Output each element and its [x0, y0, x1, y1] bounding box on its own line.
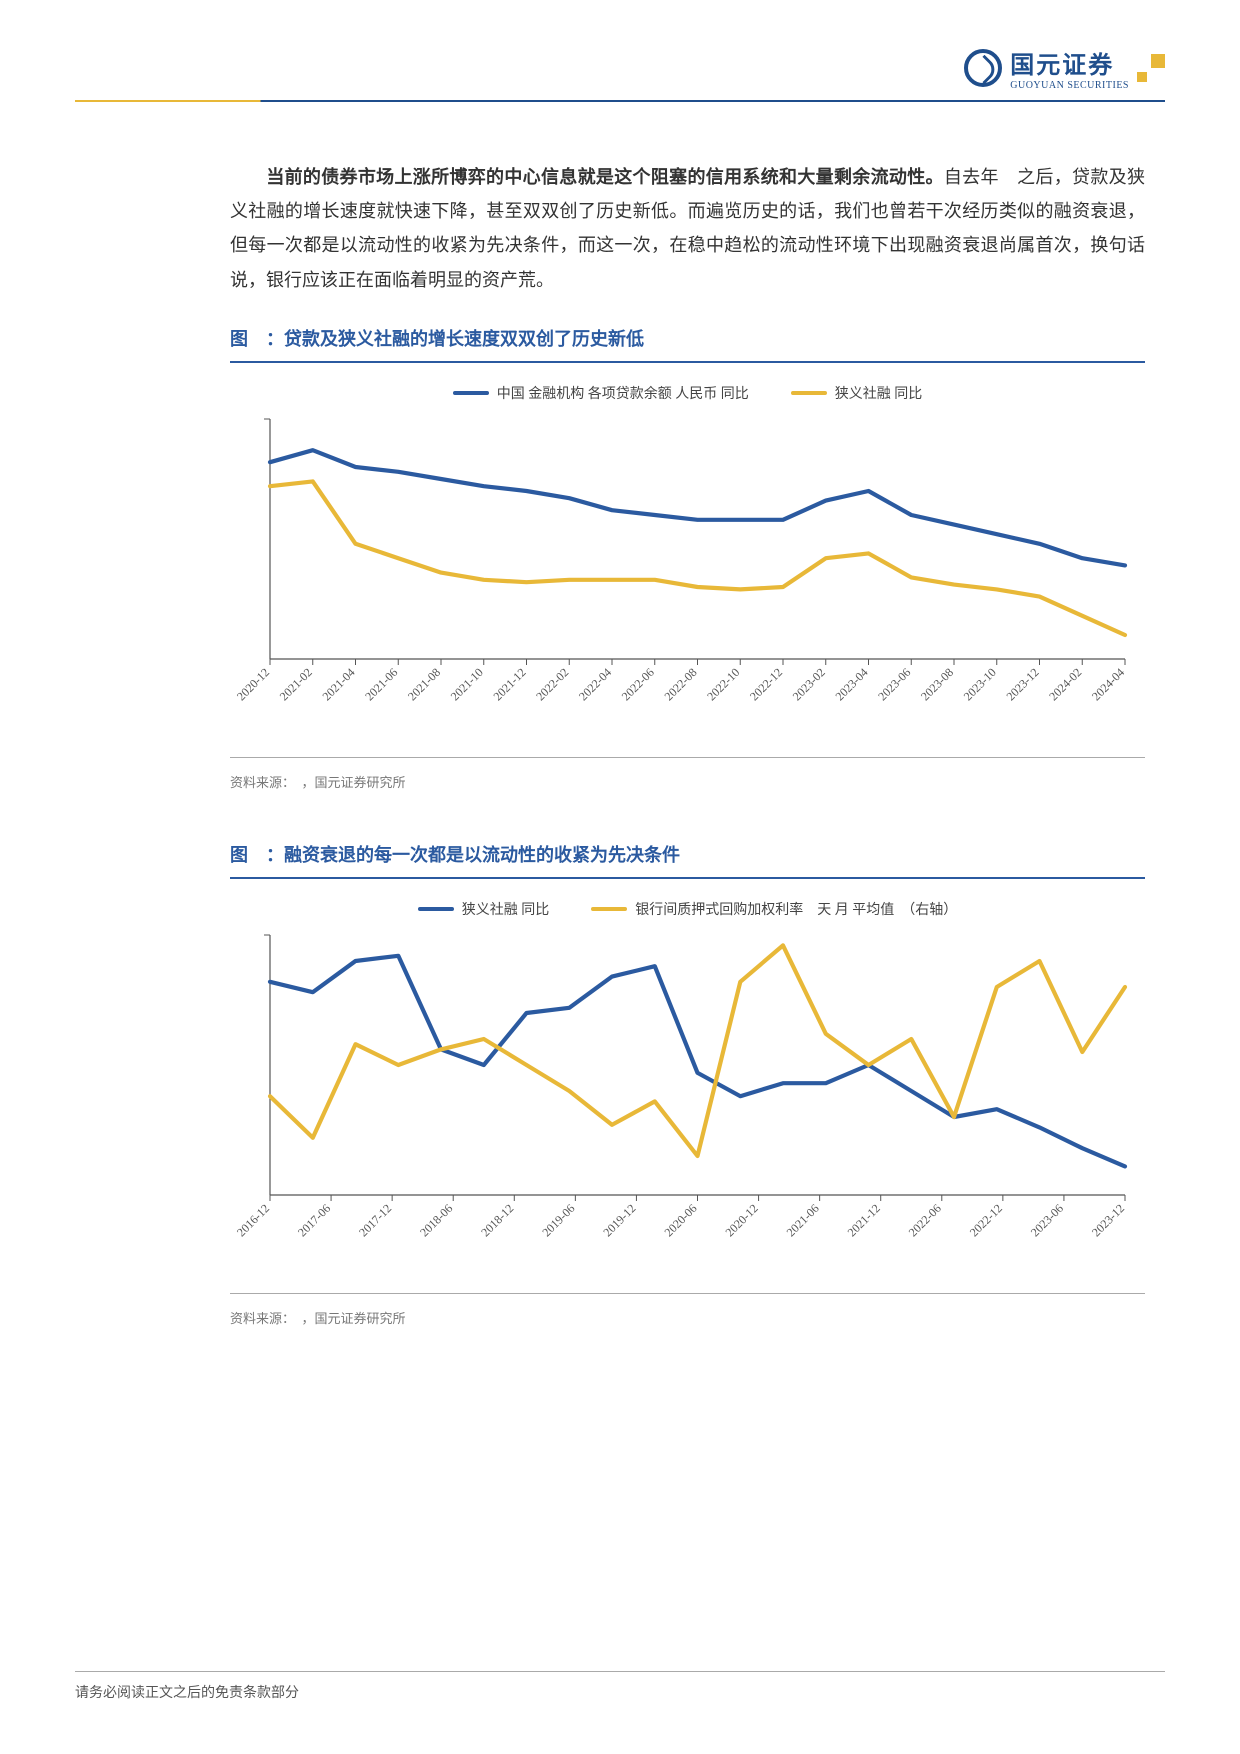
chart1-legend-1: 狭义社融 同比 [835, 383, 923, 403]
svg-text:2016-12: 2016-12 [234, 1201, 272, 1239]
svg-text:2019-12: 2019-12 [600, 1201, 638, 1239]
svg-text:2023-08: 2023-08 [918, 665, 956, 703]
svg-text:2022-10: 2022-10 [704, 665, 742, 703]
svg-text:2022-02: 2022-02 [533, 665, 571, 703]
svg-text:2022-04: 2022-04 [576, 665, 614, 703]
svg-text:2017-06: 2017-06 [295, 1201, 333, 1239]
svg-text:2021-06: 2021-06 [784, 1201, 822, 1239]
chart1: 中国 金融机构 各项贷款余额 人民币 同比 狭义社融 同比 2020-12202… [230, 369, 1145, 749]
svg-text:2021-12: 2021-12 [490, 665, 528, 703]
svg-text:2020-12: 2020-12 [723, 1201, 761, 1239]
svg-text:2023-12: 2023-12 [1003, 665, 1041, 703]
svg-text:2023-06: 2023-06 [875, 665, 913, 703]
chart1-title: 图 ：贷款及狭义社融的增长速度双双创了历史新低 [230, 325, 1145, 363]
chart1-source: 资料来源： ，国元证券研究所 [230, 758, 1145, 829]
svg-text:2024-04: 2024-04 [1089, 665, 1127, 703]
svg-text:2023-12: 2023-12 [1089, 1201, 1127, 1239]
svg-text:2022-06: 2022-06 [619, 665, 657, 703]
chart2: 狭义社融 同比 银行间质押式回购加权利率 天 月 平均值 （右轴） 2016-1… [230, 885, 1145, 1285]
body-paragraph: 当前的债券市场上涨所博弈的中心信息就是这个阻塞的信用系统和大量剩余流动性。自去年… [230, 160, 1145, 297]
chart2-legend-0: 狭义社融 同比 [462, 899, 550, 919]
chart1-legend-0: 中国 金融机构 各项贷款余额 人民币 同比 [497, 383, 749, 403]
chart2-source: 资料来源： ，国元证券研究所 [230, 1294, 1145, 1365]
chart2-title: 图 ：融资衰退的每一次都是以流动性的收紧为先决条件 [230, 841, 1145, 879]
svg-text:2021-04: 2021-04 [319, 665, 357, 703]
chart2-legend: 狭义社融 同比 银行间质押式回购加权利率 天 月 平均值 （右轴） [230, 885, 1145, 925]
svg-text:2021-12: 2021-12 [845, 1201, 883, 1239]
svg-text:2017-12: 2017-12 [356, 1201, 394, 1239]
svg-text:2020-06: 2020-06 [661, 1201, 699, 1239]
logo-accent-icon [1137, 54, 1165, 82]
svg-text:2022-12: 2022-12 [967, 1201, 1005, 1239]
brand-logo: 国元证券 GUOYUAN SECURITIES [964, 45, 1165, 91]
brand-name-en: GUOYUAN SECURITIES [1010, 80, 1129, 91]
svg-text:2022-12: 2022-12 [747, 665, 785, 703]
svg-text:2021-10: 2021-10 [448, 665, 486, 703]
svg-text:2023-04: 2023-04 [832, 665, 870, 703]
chart1-legend: 中国 金融机构 各项贷款余额 人民币 同比 狭义社融 同比 [230, 369, 1145, 409]
svg-text:2022-08: 2022-08 [661, 665, 699, 703]
svg-text:2021-02: 2021-02 [277, 665, 315, 703]
svg-text:2019-06: 2019-06 [539, 1201, 577, 1239]
para-lead: 当前的债券市场上涨所博弈的中心信息就是这个阻塞的信用系统和大量剩余流动性。 [266, 167, 944, 187]
chart2-legend-1: 银行间质押式回购加权利率 天 月 平均值 （右轴） [635, 899, 957, 919]
svg-text:2024-02: 2024-02 [1046, 665, 1084, 703]
chart2-svg: 2016-12 2017-06 2017-12 2018-06 2018-12 2019-… [230, 925, 1145, 1285]
svg-text:2021-08: 2021-08 [405, 665, 443, 703]
svg-text:2023-10: 2023-10 [961, 665, 999, 703]
footer-rule [75, 1671, 1165, 1672]
svg-text:2020-12: 2020-12 [234, 665, 272, 703]
svg-text:2022-06: 2022-06 [906, 1201, 944, 1239]
svg-text:2023-06: 2023-06 [1028, 1201, 1066, 1239]
svg-text:2018-12: 2018-12 [478, 1201, 516, 1239]
svg-text:2018-06: 2018-06 [417, 1201, 455, 1239]
footer-text: 请务必阅读正文之后的免责条款部分 [75, 1682, 299, 1702]
chart1-svg: 2020-122021-022021-042021-062021-082021-… [230, 409, 1145, 749]
svg-text:2021-06: 2021-06 [362, 665, 400, 703]
brand-name-cn: 国元证券 [1010, 45, 1129, 80]
logo-mark-icon [964, 49, 1002, 87]
header-rule [75, 100, 1165, 102]
svg-text:2023-02: 2023-02 [790, 665, 828, 703]
